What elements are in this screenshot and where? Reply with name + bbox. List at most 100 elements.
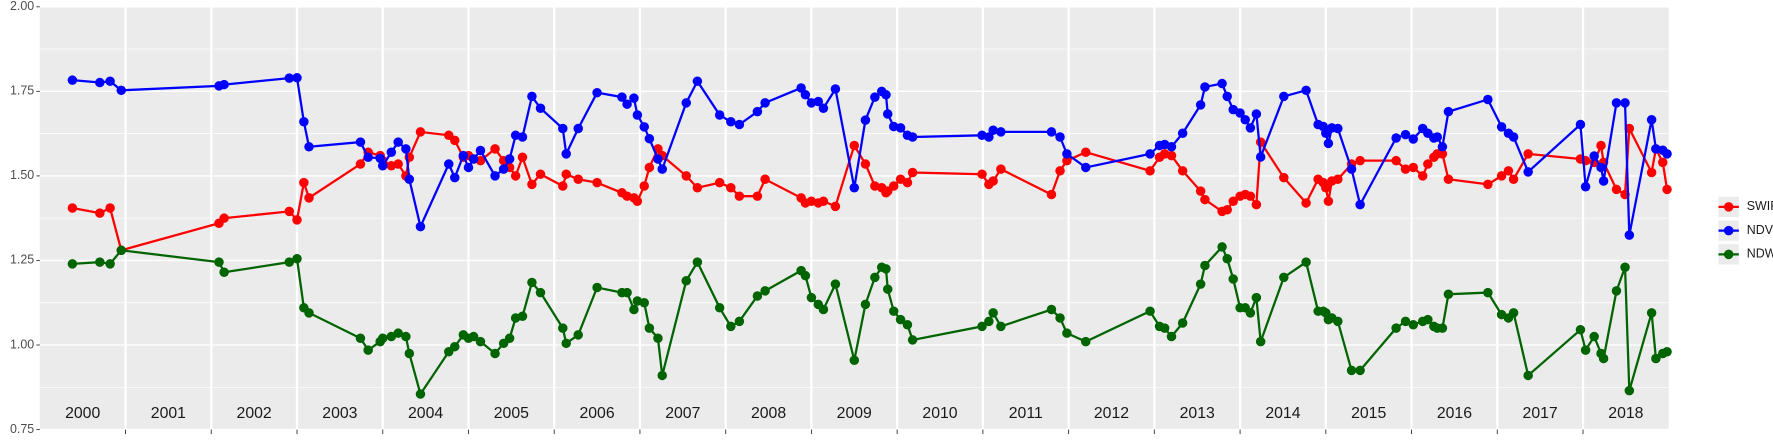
point <box>1589 151 1599 161</box>
point <box>1355 199 1365 210</box>
point <box>1443 289 1454 300</box>
point <box>1251 292 1262 303</box>
point <box>1496 171 1507 181</box>
point <box>752 106 763 117</box>
point <box>1055 166 1065 176</box>
y-tick-label: 2.00 <box>10 0 34 13</box>
point <box>1611 184 1622 195</box>
point <box>1646 115 1657 125</box>
point <box>219 267 229 278</box>
point <box>895 123 906 133</box>
point <box>1062 155 1072 166</box>
point <box>558 123 568 134</box>
point <box>1400 164 1411 174</box>
point <box>573 330 583 340</box>
point <box>1081 336 1091 347</box>
point <box>527 91 537 102</box>
point <box>299 177 309 188</box>
point <box>996 164 1006 174</box>
point <box>907 335 918 345</box>
point <box>1081 147 1091 157</box>
point <box>1437 323 1448 333</box>
point <box>1423 159 1433 169</box>
point <box>1245 191 1256 201</box>
point <box>1400 129 1411 140</box>
point <box>1081 162 1091 173</box>
point <box>527 179 537 190</box>
point <box>415 221 426 232</box>
point <box>535 103 546 113</box>
point <box>644 162 655 173</box>
point <box>1217 242 1227 252</box>
point <box>95 77 105 88</box>
point <box>535 287 546 298</box>
point <box>632 110 643 120</box>
y-tick-label: 1.50 <box>10 168 34 182</box>
point <box>752 291 763 301</box>
point <box>1251 109 1262 119</box>
legend-label: NDWI <box>1747 247 1773 261</box>
point <box>304 142 314 152</box>
point <box>902 177 913 188</box>
point <box>1321 182 1331 193</box>
point <box>1240 115 1250 125</box>
point <box>860 159 871 169</box>
legend-key-point <box>1723 225 1734 236</box>
point <box>806 292 817 303</box>
point <box>450 135 460 146</box>
point <box>653 333 663 343</box>
point <box>1443 174 1454 185</box>
point <box>558 181 568 191</box>
point <box>573 123 583 134</box>
point <box>1255 152 1266 162</box>
point <box>504 154 515 164</box>
point <box>415 127 426 137</box>
point <box>1279 172 1289 183</box>
point <box>573 174 583 185</box>
point <box>1200 194 1210 205</box>
point <box>681 98 691 108</box>
point <box>463 162 474 173</box>
point <box>1333 123 1343 134</box>
point <box>1651 353 1661 364</box>
year-label: 2015 <box>1351 405 1386 422</box>
point <box>629 93 639 103</box>
point <box>375 153 385 164</box>
point <box>393 137 403 147</box>
point <box>219 79 229 90</box>
point <box>1596 162 1606 173</box>
point <box>304 308 314 318</box>
point <box>1417 171 1428 181</box>
point <box>1301 85 1311 96</box>
point <box>692 257 703 267</box>
point <box>902 319 913 330</box>
point <box>1658 157 1668 168</box>
point <box>105 76 115 86</box>
point <box>644 133 655 144</box>
point <box>800 270 811 281</box>
y-tick-label: 0.75 <box>10 422 34 436</box>
point <box>830 84 841 94</box>
point <box>450 341 460 352</box>
point <box>984 316 994 327</box>
point <box>907 132 918 142</box>
point <box>888 181 899 191</box>
year-label: 2001 <box>151 405 186 422</box>
point <box>818 304 829 315</box>
point <box>653 154 663 164</box>
y-tick-label: 1.00 <box>10 337 34 351</box>
point <box>760 98 770 108</box>
year-label: 2013 <box>1180 405 1215 422</box>
point <box>592 282 602 293</box>
point <box>1323 196 1334 207</box>
point <box>1598 176 1609 186</box>
point <box>475 336 486 347</box>
point <box>1333 316 1343 327</box>
point <box>714 303 725 313</box>
point <box>292 215 302 225</box>
point <box>1355 365 1365 376</box>
point <box>988 308 998 318</box>
point <box>1646 308 1657 318</box>
point <box>95 257 105 267</box>
